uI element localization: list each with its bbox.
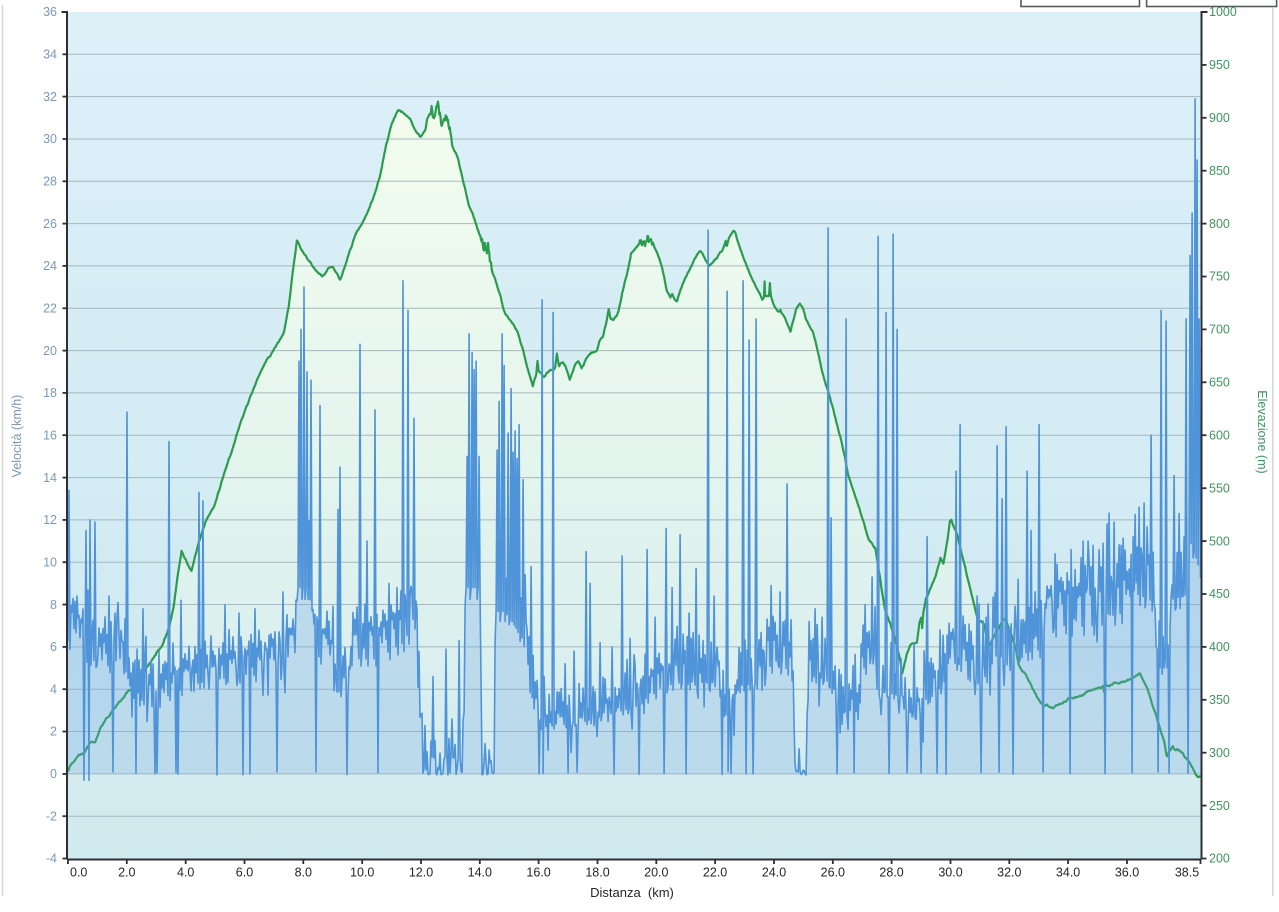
svg-text:250: 250	[1209, 799, 1230, 813]
svg-text:-4: -4	[46, 852, 57, 866]
svg-text:10: 10	[43, 555, 57, 569]
svg-text:20.0: 20.0	[644, 866, 668, 880]
svg-text:6.0: 6.0	[236, 866, 253, 880]
svg-text:22: 22	[43, 302, 57, 316]
svg-text:16: 16	[43, 428, 57, 442]
svg-text:30: 30	[43, 132, 57, 146]
svg-text:32: 32	[43, 90, 57, 104]
svg-text:400: 400	[1209, 640, 1230, 654]
svg-text:38.5: 38.5	[1175, 866, 1199, 880]
svg-text:650: 650	[1209, 376, 1230, 390]
svg-text:Velocità (km/h): Velocità (km/h)	[10, 395, 24, 478]
svg-text:8.0: 8.0	[295, 866, 312, 880]
svg-text:28: 28	[43, 175, 57, 189]
svg-text:950: 950	[1209, 58, 1230, 72]
svg-text:10.0: 10.0	[350, 866, 374, 880]
svg-text:350: 350	[1209, 693, 1230, 707]
svg-text:22.0: 22.0	[703, 866, 727, 880]
svg-text:550: 550	[1209, 481, 1230, 495]
svg-text:0.0: 0.0	[70, 866, 87, 880]
svg-text:600: 600	[1209, 428, 1230, 442]
svg-text:26.0: 26.0	[821, 866, 845, 880]
svg-text:8: 8	[50, 598, 57, 612]
svg-text:750: 750	[1209, 270, 1230, 284]
svg-text:20: 20	[43, 344, 57, 358]
svg-text:4: 4	[50, 682, 57, 696]
svg-text:Elevazione (m): Elevazione (m)	[1255, 390, 1269, 473]
svg-text:300: 300	[1209, 746, 1230, 760]
svg-text:12: 12	[43, 513, 57, 527]
svg-text:36: 36	[43, 5, 57, 19]
svg-text:700: 700	[1209, 323, 1230, 337]
svg-text:36.0: 36.0	[1115, 866, 1139, 880]
svg-text:850: 850	[1209, 164, 1230, 178]
svg-text:34.0: 34.0	[1056, 866, 1080, 880]
svg-text:14: 14	[43, 471, 57, 485]
svg-text:12.0: 12.0	[409, 866, 433, 880]
svg-text:0: 0	[50, 767, 57, 781]
svg-text:800: 800	[1209, 217, 1230, 231]
svg-text:28.0: 28.0	[879, 866, 903, 880]
svg-text:34: 34	[43, 48, 57, 62]
svg-text:2: 2	[50, 725, 57, 739]
svg-text:32.0: 32.0	[997, 866, 1021, 880]
svg-text:16.0: 16.0	[526, 866, 550, 880]
svg-text:900: 900	[1209, 111, 1230, 125]
svg-text:-2: -2	[46, 809, 57, 823]
svg-text:6: 6	[50, 640, 57, 654]
svg-text:1000: 1000	[1209, 5, 1237, 19]
svg-text:30.0: 30.0	[938, 866, 962, 880]
svg-text:26: 26	[43, 217, 57, 231]
svg-text:200: 200	[1209, 852, 1230, 866]
svg-text:18: 18	[43, 386, 57, 400]
svg-text:24: 24	[43, 259, 57, 273]
svg-text:18.0: 18.0	[585, 866, 609, 880]
svg-text:24.0: 24.0	[762, 866, 786, 880]
svg-text:4.0: 4.0	[177, 866, 194, 880]
svg-text:500: 500	[1209, 534, 1230, 548]
svg-text:Distanza (km): Distanza (km)	[590, 885, 674, 900]
svg-text:450: 450	[1209, 587, 1230, 601]
svg-text:2.0: 2.0	[118, 866, 135, 880]
svg-text:14.0: 14.0	[468, 866, 492, 880]
